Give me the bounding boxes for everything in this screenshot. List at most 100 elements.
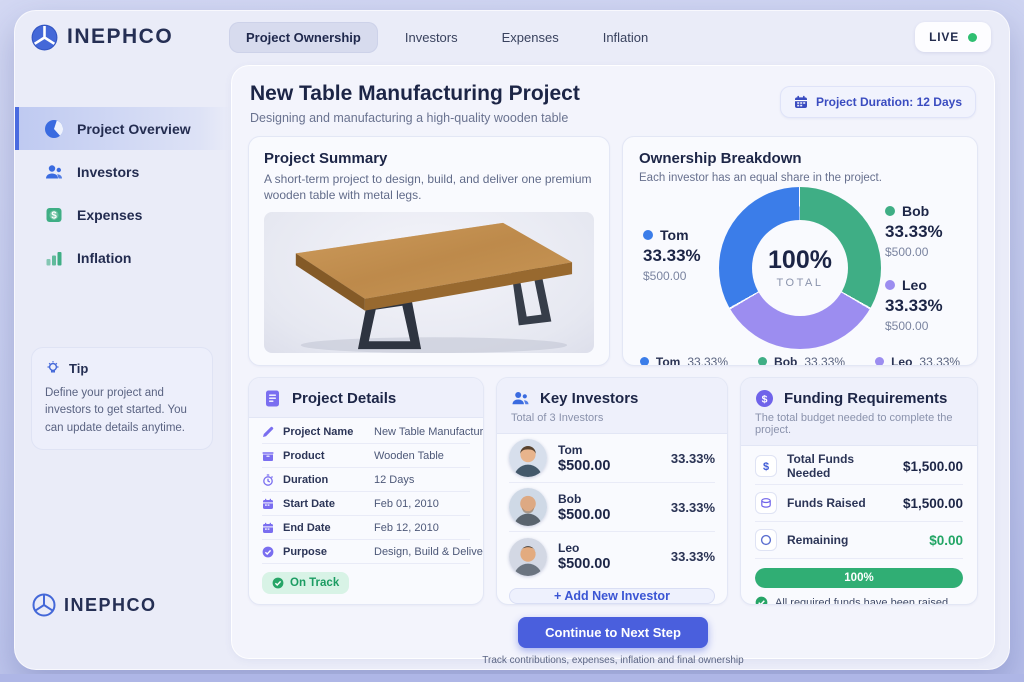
callout-amount: $500.00: [643, 268, 687, 283]
tip-text: Define your project and investors to get…: [45, 387, 187, 434]
add-new-investor-button[interactable]: + Add New Investor: [509, 588, 715, 604]
project-details-card: Project Details Project Name New Table M…: [248, 377, 484, 605]
funding-note: All required funds have been raised.: [755, 596, 963, 604]
tab-inflation[interactable]: Inflation: [602, 29, 649, 45]
donut-total-value: 100%: [768, 246, 832, 275]
footer-logo-icon: [32, 593, 56, 617]
topbar: INEPHCO Project Ownership Investors Expe…: [15, 11, 1009, 63]
coins-icon: [755, 492, 777, 514]
tip-title: Tip: [69, 360, 89, 376]
project-duration-label: Project Duration: 12 Days: [815, 95, 962, 109]
tab-investors[interactable]: Investors: [404, 29, 458, 45]
people-icon: [44, 162, 64, 182]
page-subtitle: Designing and manufacturing a high-quali…: [250, 111, 569, 125]
check-circle-icon: [755, 596, 768, 604]
sidebar: Project Overview Investors $ Expenses In…: [15, 63, 231, 669]
key-investors-card: Key Investors Total of 3 Investors Tom $5…: [496, 377, 728, 605]
box-icon: [262, 450, 274, 462]
brand-logo-icon: [31, 24, 58, 51]
detail-row-purpose: Purpose Design, Build & Deliver: [262, 540, 483, 564]
sidebar-item-label: Project Overview: [77, 120, 191, 137]
investor-avatar: [509, 439, 547, 477]
detail-row-product: Product Wooden Table: [262, 444, 470, 468]
detail-row-project-name: Project Name New Table Manufacturing: [262, 420, 483, 444]
pencil-icon: [262, 426, 274, 438]
sidebar-item-label: Investors: [77, 163, 140, 180]
sidebar-item-project-overview[interactable]: Project Overview: [15, 107, 231, 150]
investor-row-tom: Tom $500.00 33.33%: [509, 434, 715, 483]
footer-brand-name: INEPHCO: [64, 594, 157, 615]
live-label: LIVE: [929, 30, 959, 44]
callout-name: Bob: [902, 202, 930, 219]
funding-row-funds-raised: Funds Raised $1,500.00: [755, 485, 963, 522]
legend-item-bob: Bob 33.33%: [758, 355, 845, 365]
project-summary-card: Project Summary A short-term project to …: [248, 136, 610, 366]
continue-button[interactable]: Continue to Next Step: [518, 617, 708, 648]
people-icon: [511, 389, 530, 408]
investors-subtitle: Total of 3 Investors: [511, 412, 604, 424]
callout-bob: Bob 33.33% $500.00: [885, 203, 957, 259]
on-track-badge: On Track: [262, 572, 350, 594]
document-icon: [263, 389, 282, 408]
investor-avatar: [509, 488, 547, 526]
footer-logo: INEPHCO: [32, 593, 231, 617]
summary-description: A short-term project to design, build, a…: [264, 172, 592, 203]
tip-card: Tip Define your project and investors to…: [31, 347, 213, 450]
detail-row-end-date: End Date Feb 12, 2010: [262, 516, 470, 540]
svg-text:$: $: [762, 393, 768, 405]
funding-row-total-needed: $ Total Funds Needed $1,500.00: [755, 448, 963, 485]
callout-pct: 33.33%: [643, 245, 701, 265]
main-panel: New Table Manufacturing Project Designin…: [231, 65, 995, 666]
leo-dot: [875, 357, 885, 365]
brand-logo: INEPHCO: [31, 24, 229, 51]
callout-amount: $500.00: [885, 244, 929, 259]
live-status-dot: [968, 32, 977, 42]
chart-legend: Tom 33.33% Bob 33.33% Leo 33.33%: [639, 349, 961, 365]
desktop-background-strip: [0, 674, 1024, 682]
legend-item-leo: Leo 33.33%: [875, 355, 960, 365]
wooden-table-illustration: [295, 222, 573, 353]
page-header: New Table Manufacturing Project Designin…: [248, 80, 978, 125]
callout-pct: 33.33%: [885, 221, 943, 241]
dollar-coin-icon: $: [755, 389, 774, 408]
on-track-label: On Track: [290, 577, 340, 589]
funding-subtitle: The total budget needed to complete the …: [755, 412, 953, 436]
svg-text:$: $: [763, 461, 769, 472]
calendar-icon: [262, 522, 274, 534]
footer-caption: Track contributions, expenses, inflation…: [482, 655, 744, 666]
circle-icon: [755, 529, 777, 551]
bob-dot: [885, 205, 895, 216]
sidebar-item-inflation[interactable]: Inflation: [15, 236, 231, 279]
investors-title: Key Investors: [540, 390, 639, 407]
pie-chart-icon: [44, 119, 64, 139]
app-window: INEPHCO Project Ownership Investors Expe…: [14, 10, 1010, 670]
detail-row-duration: Duration 12 Days: [262, 468, 470, 492]
funding-requirements-card: $ Funding Requirements The total budget …: [740, 377, 978, 605]
sidebar-item-investors[interactable]: Investors: [15, 150, 231, 193]
sidebar-item-label: Expenses: [77, 206, 143, 223]
dollar-icon: $: [755, 455, 777, 477]
funding-progress-fill: 100%: [755, 568, 963, 588]
investor-row-bob: Bob $500.00 33.33%: [509, 483, 715, 532]
sidebar-item-label: Inflation: [77, 249, 132, 266]
callout-leo: Leo 33.33% $500.00: [885, 277, 957, 333]
tab-expenses[interactable]: Expenses: [501, 29, 559, 45]
legend-item-tom: Tom 33.33%: [639, 355, 728, 365]
callout-name: Tom: [660, 226, 689, 243]
top-nav: Project Ownership Investors Expenses Inf…: [229, 21, 665, 53]
tab-project-ownership[interactable]: Project Ownership: [229, 21, 378, 53]
calendar-icon: [262, 498, 274, 510]
ownership-subtitle: Each investor has an equal share in the …: [639, 172, 882, 184]
check-circle-icon: [262, 546, 274, 558]
bar-chart-icon: [44, 248, 64, 268]
details-title: Project Details: [292, 390, 397, 407]
bob-dot: [758, 357, 768, 365]
funding-title: Funding Requirements: [784, 390, 948, 407]
funding-progress-bar: 100%: [755, 568, 963, 588]
brand-name: INEPHCO: [67, 25, 174, 48]
leo-dot: [885, 279, 895, 290]
ownership-donut-chart: 100% TOTAL: [719, 186, 881, 349]
sidebar-item-expenses[interactable]: $ Expenses: [15, 193, 231, 236]
page-title: New Table Manufacturing Project: [250, 82, 580, 105]
callout-pct: 33.33%: [885, 295, 943, 315]
